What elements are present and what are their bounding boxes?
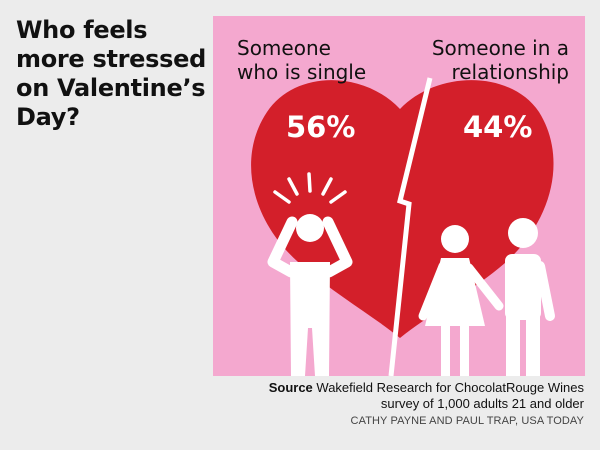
- holding-hands: [464, 263, 504, 311]
- source-note: Source Wakefield Research for ChocolatRo…: [269, 380, 584, 412]
- stressed-person-icon: [267, 172, 353, 376]
- woman-icon: [418, 225, 485, 376]
- category-label-relationship: Someone in a relationship: [431, 36, 569, 84]
- source-label: Source: [268, 380, 313, 395]
- infographic-panel: Someone who is single Someone in a relat…: [213, 16, 585, 376]
- byline-credit: CATHY PAYNE AND PAUL TRAP, USA TODAY: [350, 415, 584, 427]
- heart-crack: [388, 77, 433, 376]
- value-label-single: 56%: [286, 110, 356, 144]
- source-line-2: survey of 1,000 adults 21 and older: [380, 396, 584, 411]
- page-title: Who feels more stressed on Valentine’s D…: [16, 16, 206, 131]
- infographic-svg: [213, 16, 585, 376]
- man-icon: [505, 218, 555, 376]
- source-line-1: Wakefield Research for ChocolatRouge Win…: [316, 380, 584, 395]
- category-label-single: Someone who is single: [237, 36, 367, 84]
- value-label-relationship: 44%: [463, 110, 533, 144]
